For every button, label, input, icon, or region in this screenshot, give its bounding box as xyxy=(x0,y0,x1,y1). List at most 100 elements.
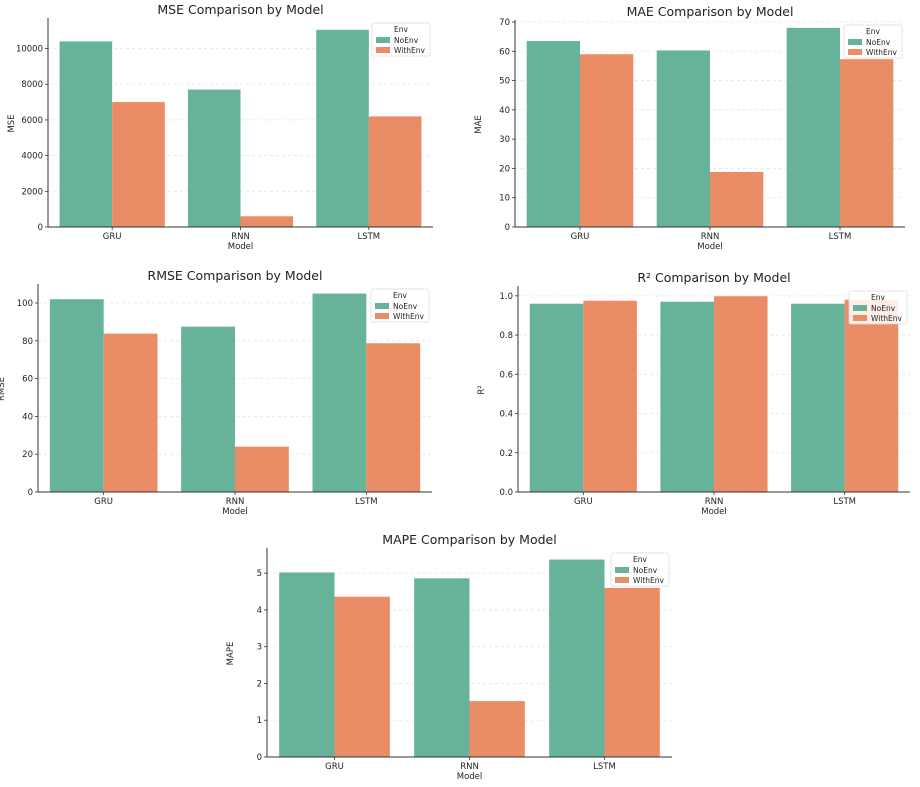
x-tick-label: GRU xyxy=(94,497,113,507)
chart-2: 0 20 40 60 80 100 GRU RNN LSTM RMSE Comparison by… xyxy=(0,268,432,517)
bar-noenv-rnn xyxy=(660,301,714,492)
x-tick-label: LSTM xyxy=(355,497,378,507)
bar-noenv-lstm xyxy=(316,29,369,228)
y-tick-label: 1 xyxy=(257,716,262,726)
x-tick-label: LSTM xyxy=(357,232,380,242)
y-tick-label: 80 xyxy=(22,337,33,347)
legend-swatch-noenv xyxy=(375,303,389,309)
y-tick-label: 20 xyxy=(499,164,510,174)
legend-swatch-withenv xyxy=(615,577,629,583)
bar-withenv-lstm xyxy=(844,299,899,492)
y-tick-label: 30 xyxy=(499,135,510,145)
x-axis-label: Model xyxy=(697,242,723,252)
chart-title: RMSE Comparison by Model xyxy=(148,268,323,283)
bar-withenv-gru xyxy=(112,102,165,227)
y-axis-label: R² xyxy=(477,385,487,394)
bar-noenv-lstm xyxy=(791,303,845,492)
bar-noenv-rnn xyxy=(181,326,235,492)
y-tick-label: 20 xyxy=(22,450,33,460)
bar-noenv-lstm xyxy=(312,293,367,492)
bar-withenv-gru xyxy=(580,54,634,227)
chart-title: MAPE Comparison by Model xyxy=(382,532,556,547)
bar-withenv-rnn xyxy=(235,446,289,492)
y-tick-label: 1.0 xyxy=(499,292,513,302)
chart-4: 0 1 2 3 4 5 GRU RNN LSTM MAPE Comparison by Model… xyxy=(226,532,672,782)
legend-label-withenv: WithEnv xyxy=(871,314,903,323)
bar-noenv-lstm xyxy=(549,559,605,757)
y-tick-label: 0 xyxy=(38,223,43,233)
y-tick-label: 2000 xyxy=(21,187,43,197)
legend-swatch-withenv xyxy=(375,313,389,319)
y-tick-label: 0 xyxy=(257,753,262,763)
chart-title: MAE Comparison by Model xyxy=(627,4,794,19)
legend-label-noenv: NoEnv xyxy=(866,38,891,47)
y-axis-label: MSE xyxy=(7,114,17,132)
legend-label-withenv: WithEnv xyxy=(394,46,426,55)
y-tick-label: 0.2 xyxy=(499,449,513,459)
bar-noenv-lstm xyxy=(786,27,840,227)
bar-noenv-gru xyxy=(526,41,580,228)
legend-swatch-withenv xyxy=(853,315,867,321)
y-tick-label: 5 xyxy=(257,569,262,579)
x-tick-label: LSTM xyxy=(829,232,852,242)
legend-title: Env xyxy=(871,293,885,302)
legend-title: Env xyxy=(394,25,408,34)
bar-noenv-rnn xyxy=(656,50,710,228)
y-axis-label: MAE xyxy=(474,115,484,134)
chart-title: R² Comparison by Model xyxy=(637,270,790,285)
legend-label-noenv: NoEnv xyxy=(871,304,896,313)
x-tick-label: GRU xyxy=(571,232,590,242)
chart-title: MSE Comparison by Model xyxy=(157,2,323,17)
y-tick-label: 10 xyxy=(499,194,510,204)
x-tick-label: RNN xyxy=(460,762,479,772)
bar-noenv-gru xyxy=(49,299,104,492)
x-tick-label: LSTM xyxy=(593,762,616,772)
chart-3: 0.0 0.2 0.4 0.6 0.8 1.0 GRU RNN LSTM R² Compariso… xyxy=(477,270,910,517)
legend-label-withenv: WithEnv xyxy=(393,312,425,321)
legend-title: Env xyxy=(633,555,647,564)
x-axis-label: Model xyxy=(457,772,483,782)
bar-withenv-lstm xyxy=(840,59,894,227)
legend-label-withenv: WithEnv xyxy=(866,48,898,57)
legend-label-withenv: WithEnv xyxy=(633,576,665,585)
y-tick-label: 0.6 xyxy=(499,370,513,380)
bar-withenv-rnn xyxy=(240,216,294,227)
legend-label-noenv: NoEnv xyxy=(633,566,658,575)
legend-swatch-noenv xyxy=(853,305,867,311)
legend-swatch-noenv xyxy=(376,37,390,43)
legend-swatch-withenv xyxy=(848,49,862,55)
y-tick-label: 6000 xyxy=(21,116,43,126)
bar-withenv-gru xyxy=(103,333,158,492)
y-tick-label: 40 xyxy=(499,106,510,116)
y-tick-label: 60 xyxy=(22,375,33,385)
legend-label-noenv: NoEnv xyxy=(394,36,419,45)
y-tick-label: 40 xyxy=(22,412,33,422)
bar-withenv-rnn xyxy=(710,171,764,227)
y-tick-label: 70 xyxy=(499,18,510,28)
bar-withenv-lstm xyxy=(366,343,421,492)
y-tick-label: 10000 xyxy=(16,45,43,55)
x-tick-label: RNN xyxy=(701,232,720,242)
bar-withenv-lstm xyxy=(368,116,422,227)
y-tick-label: 3 xyxy=(257,643,262,653)
y-axis-label: RMSE xyxy=(0,377,7,401)
x-tick-label: LSTM xyxy=(833,497,856,507)
legend-title: Env xyxy=(393,291,407,300)
y-tick-label: 8000 xyxy=(21,80,43,90)
x-tick-label: RNN xyxy=(226,497,245,507)
y-tick-label: 100 xyxy=(17,299,33,309)
x-tick-label: RNN xyxy=(705,497,724,507)
y-tick-label: 0.8 xyxy=(499,331,513,341)
bar-noenv-gru xyxy=(279,572,335,757)
legend-swatch-withenv xyxy=(376,47,390,53)
bar-withenv-lstm xyxy=(604,587,660,757)
bar-noenv-rnn xyxy=(187,89,241,228)
y-tick-label: 0.0 xyxy=(499,488,513,498)
legend-label-noenv: NoEnv xyxy=(393,302,418,311)
